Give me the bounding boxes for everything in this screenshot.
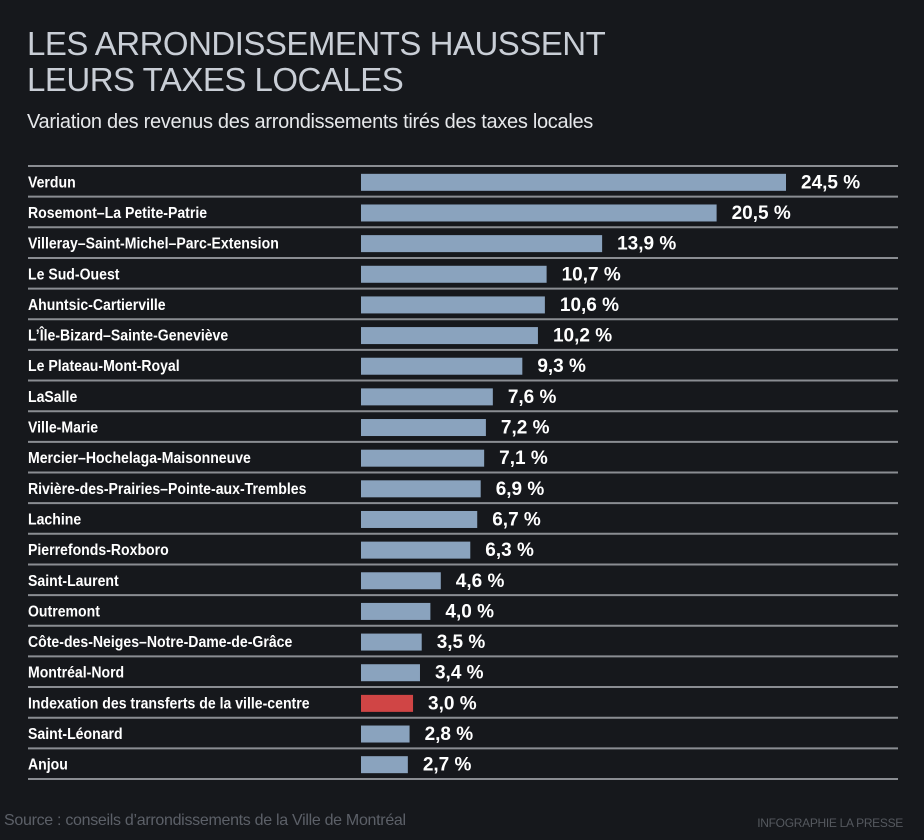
chart-title-line-1: LES ARRONDISSEMENTS HAUSSENT [27, 25, 606, 62]
category-label: Outremont [28, 603, 100, 621]
value-label: 10,6 % [560, 295, 619, 316]
category-label: Ahuntsic-Cartierville [28, 296, 166, 314]
bar [361, 756, 408, 774]
bar-highlighted [361, 694, 414, 712]
category-label: Ville-Marie [28, 419, 98, 437]
value-label: 20,5 % [732, 203, 791, 224]
category-label: Le Plateau-Mont-Royal [28, 357, 180, 375]
chart-title: LES ARRONDISSEMENTS HAUSSENT LEURS TAXES… [27, 25, 606, 98]
category-label: Rivière-des-Prairies–Pointe-aux-Trembles [28, 480, 306, 498]
value-label: 3,4 % [435, 663, 484, 684]
bar [361, 510, 478, 528]
value-label: 2,7 % [423, 755, 472, 776]
value-label: 3,0 % [428, 693, 477, 714]
value-label: 7,6 % [508, 387, 557, 408]
category-label: Indexation des transferts de la ville-ce… [28, 695, 310, 713]
value-label: 10,7 % [562, 264, 621, 285]
category-label: Saint-Laurent [28, 572, 119, 590]
value-label: 9,3 % [537, 356, 586, 377]
bar [361, 357, 523, 375]
bar [361, 235, 603, 253]
value-label: 3,5 % [437, 632, 486, 653]
value-label: 4,6 % [456, 571, 505, 592]
value-label: 6,7 % [492, 509, 541, 530]
value-label: 4,0 % [445, 601, 494, 622]
credit-note: INFOGRAPHIE LA PRESSE [757, 816, 903, 830]
value-label: 13,9 % [617, 234, 676, 255]
category-label: LaSalle [28, 388, 77, 406]
bar [361, 541, 471, 559]
category-label: Pierrefonds-Roxboro [28, 541, 169, 559]
category-label: Lachine [28, 511, 81, 529]
value-label: 7,2 % [501, 418, 550, 439]
category-label: Anjou [28, 756, 68, 774]
bar [361, 449, 485, 467]
bar [361, 204, 717, 222]
value-label: 10,2 % [553, 326, 612, 347]
value-label: 24,5 % [801, 172, 860, 193]
bar [361, 572, 441, 590]
bar [361, 388, 493, 406]
bar [361, 296, 545, 314]
category-label: Le Sud-Ouest [28, 265, 119, 283]
bar [361, 419, 486, 437]
category-label: Côte-des-Neiges–Notre-Dame-de-Grâce [28, 633, 292, 651]
category-label: Verdun [28, 174, 76, 192]
chart-title-line-2: LEURS TAXES LOCALES [27, 61, 404, 98]
bar [361, 725, 410, 743]
bar [361, 173, 786, 191]
category-label: Rosemont–La Petite-Patrie [28, 204, 207, 222]
bar [361, 327, 538, 345]
bar [361, 633, 422, 651]
bar [361, 664, 420, 682]
value-label: 6,3 % [485, 540, 534, 561]
category-label: Mercier–Hochelaga-Maisonneuve [28, 449, 251, 467]
value-label: 6,9 % [496, 479, 545, 500]
category-label: Saint-Léonard [28, 725, 123, 743]
value-label: 2,8 % [425, 724, 474, 745]
category-label: Montréal-Nord [28, 664, 124, 682]
category-label: Villeray–Saint-Michel–Parc-Extension [28, 235, 279, 253]
chart-subtitle: Variation des revenus des arrondissement… [27, 111, 593, 133]
value-label: 7,1 % [499, 448, 548, 469]
bar [361, 265, 547, 283]
bar [361, 602, 431, 620]
bar [361, 480, 481, 498]
category-label: L’Île-Bizard–Sainte-Geneviève [28, 326, 228, 345]
source-note: Source : conseils d’arrondissements de l… [4, 812, 406, 829]
